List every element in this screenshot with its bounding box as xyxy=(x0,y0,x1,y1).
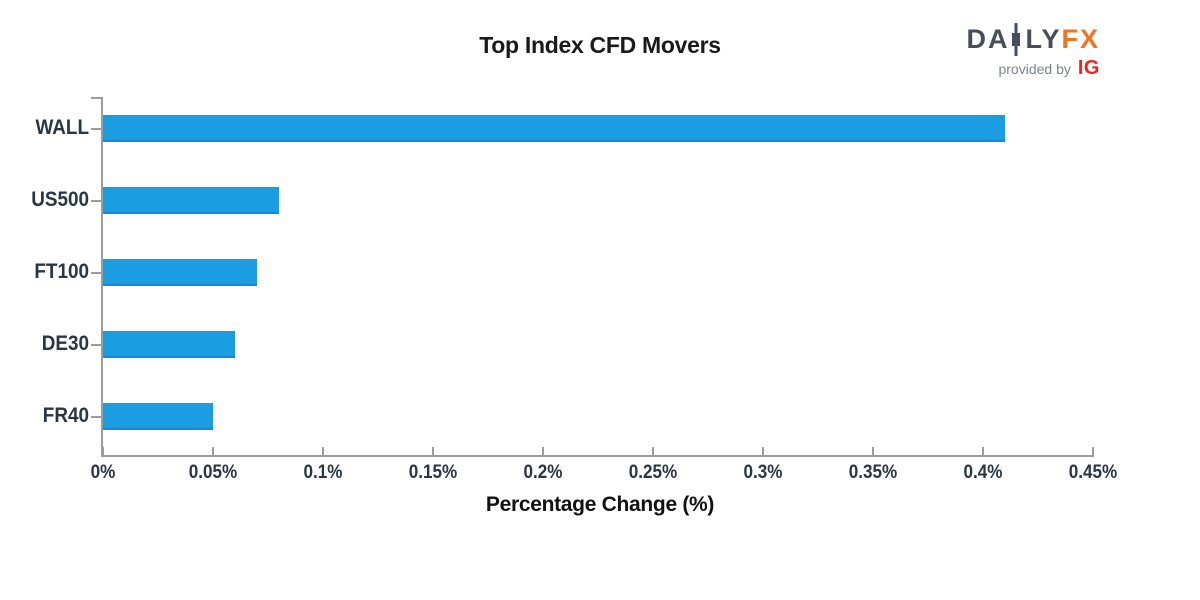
x-tick-label: 0.35% xyxy=(849,462,898,483)
x-tick-label: 0.05% xyxy=(188,462,238,483)
candlestick-icon xyxy=(1012,23,1021,56)
x-tick xyxy=(322,447,325,455)
bar-ft100 xyxy=(103,259,257,286)
x-tick xyxy=(1092,447,1095,455)
x-tick-label: 0.15% xyxy=(408,462,458,483)
y-tick-label: DE30 xyxy=(41,332,89,355)
x-axis-label: Percentage Change (%) xyxy=(485,493,715,516)
y-axis-line xyxy=(101,97,103,457)
y-tick-label: WALL xyxy=(35,116,89,139)
x-tick-label: 0.2% xyxy=(523,462,563,483)
x-tick xyxy=(102,447,104,455)
y-tick-label: FT100 xyxy=(34,260,89,283)
bar-de30 xyxy=(103,331,235,358)
x-tick xyxy=(652,447,655,455)
x-tick xyxy=(432,447,435,455)
x-tick-label: 0.4% xyxy=(963,462,1003,483)
y-tick-label: US500 xyxy=(31,188,89,211)
ig-logo: IG xyxy=(1077,57,1100,79)
x-tick xyxy=(542,447,545,455)
chart-title: Top Index CFD Movers xyxy=(479,32,721,58)
bar-fr40 xyxy=(103,403,213,430)
x-tick-label: 0.45% xyxy=(1069,462,1118,483)
x-tick xyxy=(762,447,765,455)
bar-us500 xyxy=(103,187,279,214)
x-tick xyxy=(982,447,985,455)
x-tick-label: 0.25% xyxy=(629,462,678,483)
y-tick xyxy=(91,344,101,346)
y-tick xyxy=(91,416,101,418)
x-axis-line xyxy=(101,455,1095,457)
bar-wall xyxy=(103,115,1005,142)
dailyfx-wordmark: DA LY FX xyxy=(966,23,1100,56)
candlestick-wick xyxy=(1014,23,1018,56)
dailyfx-logo: DA LY FX provided by IG xyxy=(966,23,1100,80)
logo-provided-by-row: provided by IG xyxy=(966,57,1100,80)
y-tick-label: FR40 xyxy=(42,404,89,427)
x-tick-label: 0.3% xyxy=(743,462,783,483)
x-tick-label: 0% xyxy=(90,462,116,483)
provided-by-label: provided by xyxy=(998,60,1071,77)
y-tick xyxy=(91,272,101,274)
x-tick-label: 0.1% xyxy=(303,462,343,483)
logo-text-ly: LY xyxy=(1025,24,1062,54)
y-tick xyxy=(91,200,101,202)
x-tick xyxy=(212,447,215,455)
x-tick xyxy=(872,447,875,455)
logo-text-da: DA xyxy=(966,24,1010,54)
logo-text-fx: FX xyxy=(1061,24,1100,54)
y-tick xyxy=(91,128,101,130)
y-axis-end-tick xyxy=(91,97,101,99)
